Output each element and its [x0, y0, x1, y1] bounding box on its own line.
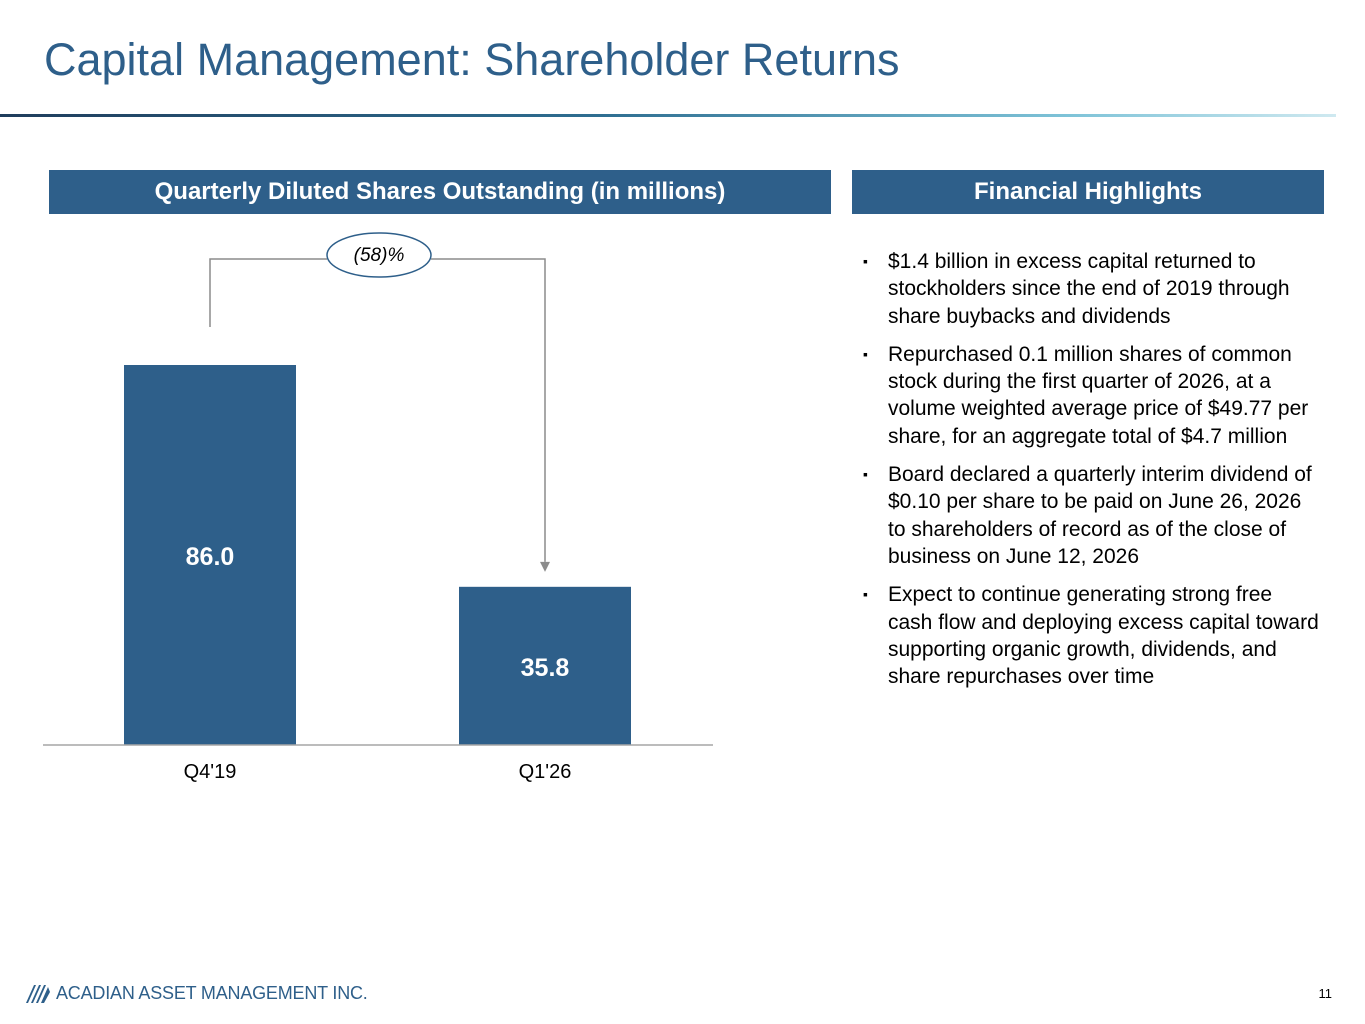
change-annotation-oval: [326, 232, 432, 278]
highlights-list: ▪ $1.4 billion in excess capital returne…: [860, 248, 1320, 701]
highlights-header: Financial Highlights: [852, 170, 1324, 214]
highlight-text: $1.4 billion in excess capital returned …: [888, 250, 1290, 328]
highlight-item: ▪ Expect to continue generating strong f…: [860, 581, 1320, 690]
x-tick-label: Q1'26: [519, 761, 572, 783]
x-tick-label: Q4'19: [184, 761, 237, 783]
slide-title: Capital Management: Shareholder Returns: [44, 34, 900, 85]
title-divider: [0, 114, 1336, 117]
change-annotation-label: (58)%: [354, 245, 405, 266]
bar-data-label: 35.8: [521, 654, 570, 682]
bullet-icon: ▪: [863, 586, 868, 603]
page-number: 11: [1318, 986, 1333, 1001]
highlight-text: Board declared a quarterly interim divid…: [888, 463, 1312, 568]
connector-arrow-icon: [540, 561, 550, 572]
chart-header-label: Quarterly Diluted Shares Outstanding (in…: [154, 178, 726, 205]
highlight-item: ▪ Board declared a quarterly interim div…: [860, 461, 1320, 570]
company-logo: ACADIAN ASSET MANAGEMENT INC.: [26, 983, 368, 1004]
bullet-icon: ▪: [863, 253, 868, 269]
chart-header: Quarterly Diluted Shares Outstanding (in…: [49, 170, 831, 214]
highlight-text: Expect to continue generating strong fre…: [888, 583, 1319, 689]
highlight-text: Repurchased 0.1 million shares of common…: [888, 342, 1309, 448]
company-name: ACADIAN ASSET MANAGEMENT INC.: [56, 983, 368, 1003]
highlight-item: ▪ Repurchased 0.1 million shares of comm…: [860, 341, 1320, 450]
shares-outstanding-chart: 86.0 Q4'19 35.8 Q1'26 (58)%: [43, 232, 713, 783]
connector-left-line: [209, 258, 327, 327]
highlight-item: ▪ $1.4 billion in excess capital returne…: [860, 248, 1320, 330]
acadian-stripes-logo-icon: [26, 984, 50, 1003]
bar-1: [459, 586, 631, 745]
bar-0: [124, 365, 296, 745]
bullet-icon: ▪: [863, 466, 868, 483]
connector-right-line: [431, 258, 546, 562]
highlights-header-label: Financial Highlights: [973, 178, 1202, 205]
bullet-icon: ▪: [863, 345, 868, 362]
bar-data-label: 86.0: [186, 543, 235, 571]
